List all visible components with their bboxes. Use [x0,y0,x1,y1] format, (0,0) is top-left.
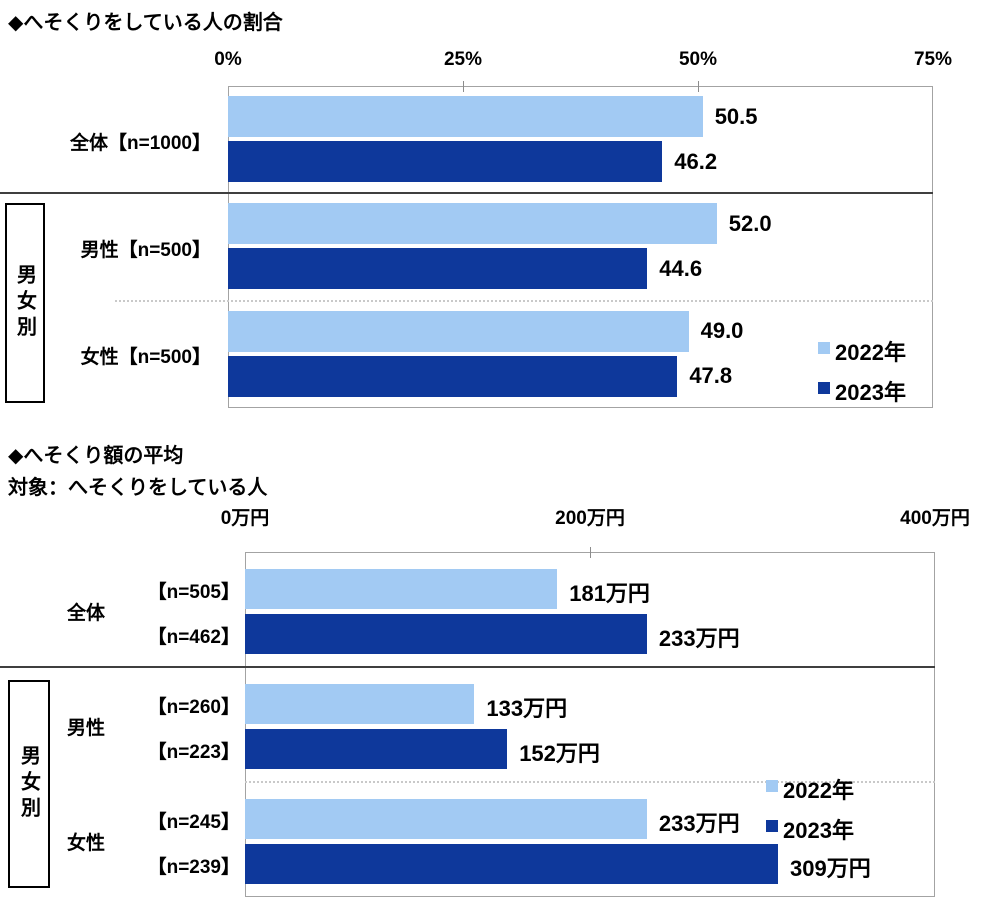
axis-tick-label: 50% [678,49,718,70]
group-separator [0,192,933,195]
bar-value-label: 309万円 [790,856,871,881]
axis-tick-label: 400万円 [900,508,970,529]
bar-value-label: 47.8 [689,363,733,389]
bar-value-label: 46.2 [674,148,718,174]
category-label: 男性【n=500】 [80,240,211,261]
bar-2022 [228,310,689,352]
bar-value-label: 52.0 [728,210,772,236]
bar-n-label: 【n=223】 [147,742,240,763]
axis-tick-mark [698,81,699,92]
bar-value-label: 50.5 [714,103,758,129]
bar-value-label: 233万円 [658,811,740,836]
bar-2023 [245,729,508,769]
legend-swatch-2022 [766,780,778,792]
bar-value-label: 44.6 [659,255,703,281]
bar-2023 [245,844,779,884]
category-label: 男性 [66,717,105,739]
axis-tick-label: 25% [443,49,483,70]
plot-area [245,552,935,897]
group-separator [115,299,933,302]
legend-label: 2023年 [835,380,906,405]
bar-2022 [245,569,558,609]
bar-value-label: 133万円 [486,696,568,721]
chart-subtitle: 対象：へそくりをしている人 [8,477,268,499]
axis-tick-mark [590,547,591,558]
bar-2022 [228,203,717,245]
legend-swatch-2023 [766,820,778,832]
axis-tick-label: 0万円 [220,508,270,529]
category-label: 全体 [66,602,105,624]
group-separator [245,781,935,783]
bar-value-label: 152万円 [519,741,600,766]
bar-value-label: 49.0 [700,318,744,344]
plot-area [228,86,933,408]
bar-n-label: 【n=245】 [147,812,240,833]
legend-label: 2022年 [783,778,854,803]
legend-swatch-2022 [818,342,830,354]
chart-title: ◆へそくり額の平均 [8,445,184,467]
bar-value-label: 233万円 [658,626,740,651]
bar-2022 [245,799,647,839]
group-separator [0,666,935,668]
legend-swatch-2023 [818,382,830,394]
axis-tick-label: 75% [913,49,953,70]
bar-value-label: 181万円 [569,581,650,606]
gender-category-box: 男女別 [8,680,50,888]
bar-n-label: 【n=239】 [147,857,240,878]
bar-2023 [228,248,648,290]
legend-label: 2022年 [835,340,906,365]
legend-label: 2023年 [783,818,854,843]
bar-2023 [245,614,647,654]
category-label: 女性【n=500】 [80,347,211,369]
axis-tick-label: 0% [214,49,242,70]
category-label: 女性 [66,832,105,854]
bar-2022 [228,96,703,137]
bar-2023 [228,355,678,397]
bar-n-label: 【n=505】 [147,582,240,603]
axis-tick-mark [463,81,464,92]
category-label: 全体【n=1000】 [70,132,211,154]
bar-n-label: 【n=260】 [147,697,240,718]
axis-tick-label: 200万円 [555,508,625,529]
bar-n-label: 【n=462】 [147,627,240,648]
chart-title: ◆へそくりをしている人の割合 [8,12,283,34]
bar-2023 [228,141,663,182]
bar-2022 [245,684,475,724]
gender-category-box: 男女別 [5,203,45,403]
